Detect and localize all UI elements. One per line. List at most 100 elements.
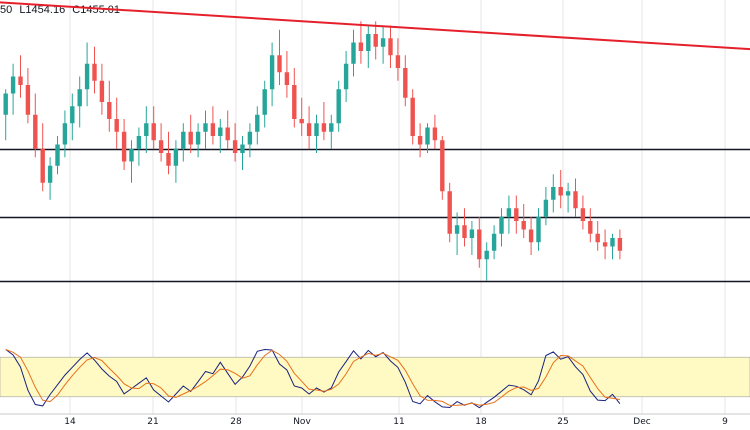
candle[interactable]	[343, 51, 349, 102]
candle[interactable]	[358, 21, 364, 64]
candle[interactable]	[484, 242, 489, 281]
candle[interactable]	[477, 216, 482, 268]
candle[interactable]	[499, 208, 504, 247]
candle[interactable]	[580, 195, 586, 230]
candle[interactable]	[121, 119, 127, 170]
candle[interactable]	[99, 63, 105, 115]
candle[interactable]	[136, 127, 142, 166]
candle[interactable]	[107, 80, 112, 132]
candle[interactable]	[306, 106, 312, 149]
candle[interactable]	[462, 208, 467, 247]
candle[interactable]	[432, 114, 438, 149]
candle[interactable]	[514, 195, 519, 234]
candle[interactable]	[55, 136, 60, 175]
candle[interactable]	[602, 229, 608, 260]
candle[interactable]	[617, 229, 623, 260]
candle[interactable]	[469, 221, 475, 255]
candle[interactable]	[491, 225, 497, 260]
candle[interactable]	[506, 195, 512, 234]
candle[interactable]	[321, 102, 327, 141]
candle[interactable]	[528, 216, 534, 255]
candle[interactable]	[551, 174, 556, 213]
candle[interactable]	[314, 114, 319, 153]
candle[interactable]	[77, 76, 82, 128]
candle[interactable]	[255, 106, 260, 145]
candle[interactable]	[351, 29, 356, 77]
candle[interactable]	[277, 29, 282, 85]
x-tick-label: 14	[64, 417, 76, 427]
candle[interactable]	[588, 208, 593, 243]
candle[interactable]	[144, 106, 149, 153]
candle-body	[543, 199, 549, 217]
candle[interactable]	[454, 212, 460, 256]
candle[interactable]	[610, 233, 615, 260]
candle-body	[144, 123, 149, 136]
candle[interactable]	[84, 42, 90, 107]
candle[interactable]	[558, 170, 563, 209]
candle[interactable]	[284, 51, 290, 98]
candle[interactable]	[166, 131, 171, 175]
candle[interactable]	[25, 68, 31, 124]
candle[interactable]	[403, 55, 408, 107]
candle[interactable]	[151, 106, 156, 149]
candle[interactable]	[247, 123, 253, 158]
candle[interactable]	[10, 63, 16, 115]
candle[interactable]	[447, 182, 452, 243]
candle[interactable]	[188, 114, 193, 153]
candle[interactable]	[395, 38, 401, 81]
candle[interactable]	[158, 123, 164, 162]
candle[interactable]	[218, 119, 223, 153]
candle[interactable]	[62, 110, 68, 158]
candle[interactable]	[225, 110, 230, 149]
candle[interactable]	[565, 182, 571, 213]
candle[interactable]	[114, 97, 119, 149]
candle[interactable]	[269, 42, 275, 107]
candle[interactable]	[210, 106, 216, 145]
candle[interactable]	[410, 89, 415, 145]
candle[interactable]	[262, 80, 267, 128]
stoch-d-line	[5, 349, 620, 406]
candle[interactable]	[40, 123, 45, 192]
candle-body	[306, 123, 312, 136]
candle-body	[70, 106, 75, 124]
candle[interactable]	[299, 97, 304, 136]
candle[interactable]	[417, 123, 423, 158]
candle[interactable]	[521, 204, 526, 238]
descending-trendline[interactable]	[0, 0, 750, 128]
candle[interactable]	[92, 46, 97, 94]
candle[interactable]	[195, 123, 201, 158]
candle[interactable]	[3, 89, 8, 141]
candle[interactable]	[18, 55, 23, 98]
candle-body	[440, 140, 445, 192]
candle[interactable]	[380, 25, 386, 64]
candle[interactable]	[292, 68, 297, 128]
candle[interactable]	[425, 123, 430, 153]
candle-body	[129, 148, 134, 162]
candle[interactable]	[373, 21, 378, 60]
candle[interactable]	[536, 208, 541, 251]
candle[interactable]	[47, 157, 53, 200]
candle[interactable]	[181, 123, 186, 162]
candle-body	[462, 225, 467, 238]
x-tick-label: 18	[475, 417, 487, 427]
candle[interactable]	[366, 25, 371, 69]
candle[interactable]	[70, 93, 75, 141]
candle[interactable]	[203, 110, 208, 149]
candle[interactable]	[573, 178, 578, 217]
candle[interactable]	[543, 187, 549, 226]
horizontal-levels	[0, 148, 750, 283]
candle[interactable]	[595, 221, 600, 251]
candle[interactable]	[336, 80, 341, 132]
candle[interactable]	[232, 123, 238, 162]
candle[interactable]	[440, 136, 445, 200]
candle[interactable]	[329, 114, 334, 149]
candle[interactable]	[33, 93, 38, 158]
candle-body	[425, 127, 430, 145]
candle[interactable]	[240, 136, 245, 170]
candle[interactable]	[173, 140, 179, 183]
candle-body	[491, 233, 497, 251]
candle[interactable]	[129, 140, 134, 183]
candle-body	[203, 123, 208, 132]
candle[interactable]	[388, 25, 393, 69]
